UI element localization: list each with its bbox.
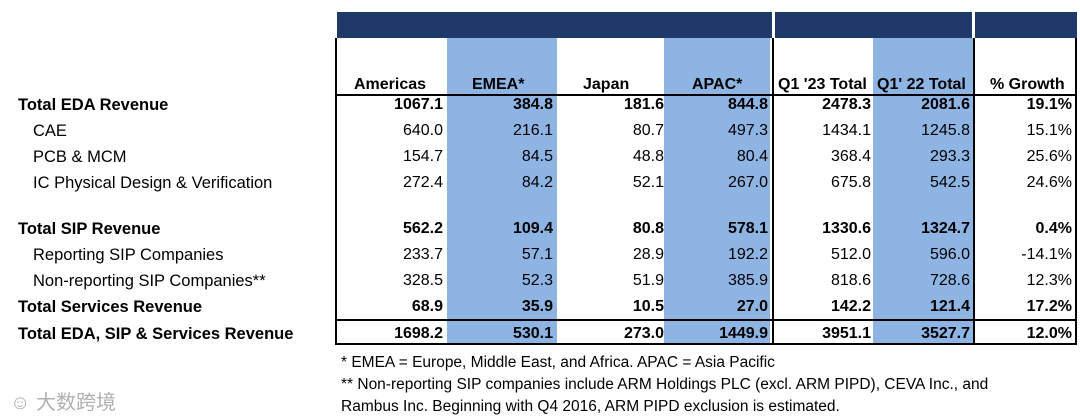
table-cell: 216.1: [512, 122, 553, 139]
table-cell: 272.4: [402, 174, 443, 191]
table-cell: 293.3: [929, 148, 970, 165]
table-cell: 596.0: [929, 246, 970, 263]
table-cell: 121.4: [929, 298, 970, 315]
table-cell: 542.5: [929, 174, 970, 191]
table-cell: 844.8: [727, 96, 768, 113]
footnote-non-reporting: ** Non-reporting SIP companies include A…: [341, 376, 989, 393]
watermark: ☺ 大数跨境: [10, 386, 116, 415]
table-cell: -14.1%: [1021, 246, 1072, 263]
table-cell: 273.0: [623, 325, 664, 342]
table-cell: 24.6%: [1026, 174, 1072, 191]
row-label: Total SIP Revenue: [18, 220, 161, 238]
table-cell: 385.9: [727, 272, 768, 289]
table-cell: 17.2%: [1026, 298, 1072, 315]
table-cell: 1245.8: [921, 122, 970, 139]
table-cell: 25.6%: [1026, 148, 1072, 165]
table-cell: 12.3%: [1026, 272, 1072, 289]
table-cell: 497.3: [727, 122, 768, 139]
q1-22-column-highlight: [873, 38, 973, 343]
table-cell: 68.9: [411, 298, 443, 315]
header-apac: APAC*: [692, 76, 743, 93]
table-cell: 84.2: [521, 174, 553, 191]
header-americas: Americas: [354, 76, 427, 93]
table-cell: 57.1: [521, 246, 553, 263]
table-cell: 2478.3: [822, 96, 871, 113]
emea-column-highlight: [447, 38, 557, 343]
table-cell: 1324.7: [921, 220, 970, 237]
table-cell: 728.6: [929, 272, 970, 289]
header-band-totals: [775, 12, 972, 38]
growth-left-border: [973, 38, 975, 343]
totals-left-border: [772, 38, 774, 343]
table-cell: 384.8: [512, 96, 553, 113]
table-cell: 1434.1: [822, 122, 871, 139]
table-cell: 52.1: [632, 174, 664, 191]
table-cell: 52.3: [521, 272, 553, 289]
table-cell: 51.9: [632, 272, 664, 289]
grand-total-top-line: [335, 319, 1077, 321]
table-cell: 818.6: [830, 272, 871, 289]
row-label: IC Physical Design & Verification: [33, 174, 273, 192]
header-q1-23-total: Q1 '23 Total: [778, 76, 867, 93]
table-cell: 1330.6: [822, 220, 871, 237]
table-left-border: [335, 38, 337, 343]
header-underline: [335, 94, 1077, 96]
table-cell: 578.1: [727, 220, 768, 237]
table-cell: 84.5: [521, 148, 553, 165]
row-label: PCB & MCM: [33, 148, 127, 166]
header-band-growth: [975, 12, 1077, 38]
row-label: Total EDA Revenue: [18, 96, 169, 114]
table-cell: 192.2: [727, 246, 768, 263]
watermark-text: 大数跨境: [35, 392, 116, 414]
table-cell: 12.0%: [1026, 325, 1072, 342]
table-cell: 267.0: [727, 174, 768, 191]
table-cell: 2081.6: [921, 96, 970, 113]
table-cell: 328.5: [402, 272, 443, 289]
table-right-border: [1075, 38, 1077, 343]
table-bottom-line: [335, 343, 1077, 345]
table-cell: 181.6: [623, 96, 664, 113]
header-growth: % Growth: [990, 76, 1065, 93]
table-cell: 1449.9: [719, 325, 768, 342]
header-emea: EMEA*: [472, 76, 525, 93]
table-cell: 15.1%: [1026, 122, 1072, 139]
table-cell: 35.9: [521, 298, 553, 315]
table-cell: 1067.1: [394, 96, 443, 113]
table-cell: 675.8: [830, 174, 871, 191]
table-cell: 80.7: [632, 122, 664, 139]
row-label: Non-reporting SIP Companies**: [33, 272, 266, 290]
row-label: CAE: [33, 122, 67, 140]
table-cell: 142.2: [830, 298, 871, 315]
table-cell: 48.8: [632, 148, 664, 165]
table-cell: 80.4: [736, 148, 768, 165]
footnote-non-reporting-cont: Rambus Inc. Beginning with Q4 2016, ARM …: [341, 398, 840, 415]
table-cell: 562.2: [402, 220, 443, 237]
table-cell: 80.8: [632, 220, 664, 237]
watermark-logo-icon: ☺: [10, 392, 31, 414]
table-cell: 368.4: [830, 148, 871, 165]
header-q1-22-total: Q1' 22 Total: [877, 76, 966, 93]
row-label: Total EDA, SIP & Services Revenue: [18, 325, 294, 343]
table-cell: 3527.7: [921, 325, 970, 342]
apac-column-highlight: [664, 38, 770, 343]
header-japan: Japan: [583, 76, 630, 93]
table-cell: 154.7: [402, 148, 443, 165]
table-cell: 109.4: [512, 220, 553, 237]
table-cell: 28.9: [632, 246, 664, 263]
table-cell: 27.0: [736, 298, 768, 315]
header-band-regions: [337, 12, 772, 38]
table-cell: 530.1: [512, 325, 553, 342]
table-cell: 0.4%: [1035, 220, 1072, 237]
table-cell: 1698.2: [394, 325, 443, 342]
row-label: Total Services Revenue: [18, 298, 203, 316]
row-label: Reporting SIP Companies: [33, 246, 224, 264]
table-cell: 10.5: [632, 298, 664, 315]
footnote-regions: * EMEA = Europe, Middle East, and Africa…: [341, 354, 775, 371]
table-cell: 19.1%: [1026, 96, 1072, 113]
table-cell: 3951.1: [822, 325, 871, 342]
table-cell: 512.0: [830, 246, 871, 263]
table-cell: 233.7: [402, 246, 443, 263]
table-cell: 640.0: [402, 122, 443, 139]
